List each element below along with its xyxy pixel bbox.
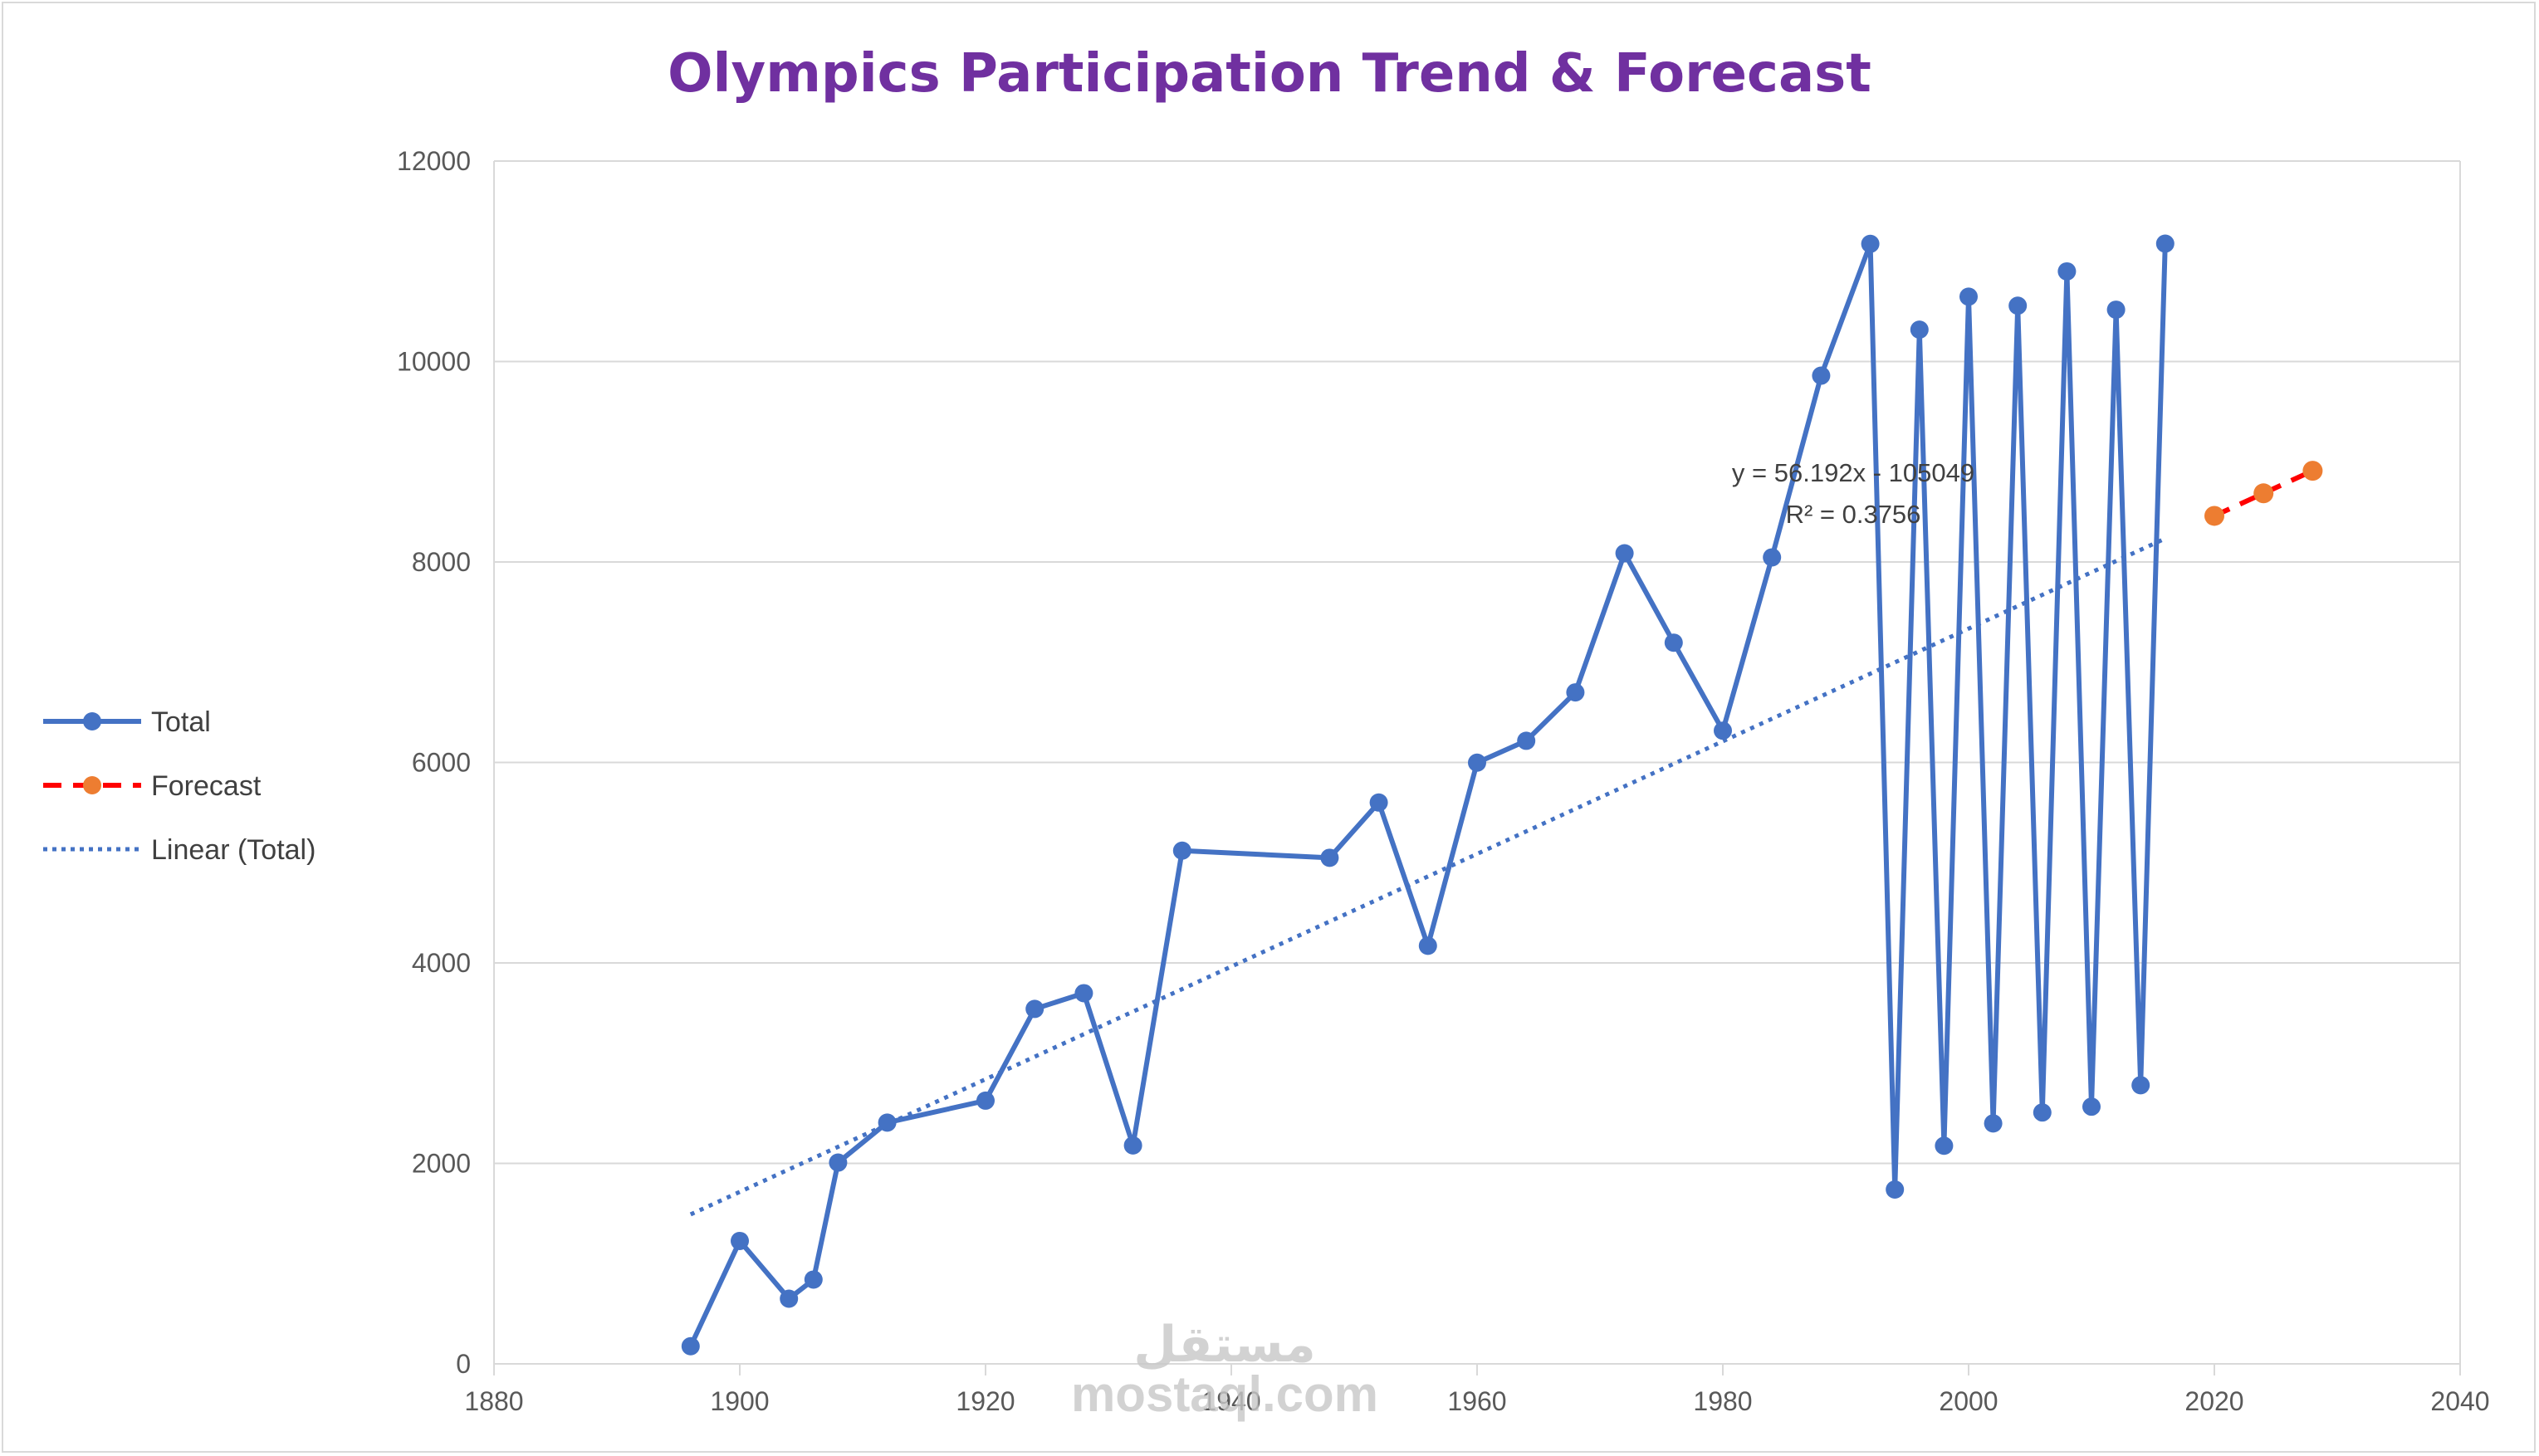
chart-title: Olympics Participation Trend & Forecast — [668, 43, 1871, 105]
data-point-total[interactable] — [1418, 936, 1437, 955]
y-tick-label: 10000 — [397, 347, 471, 377]
data-point-total[interactable] — [1123, 1136, 1142, 1155]
data-point-total[interactable] — [2082, 1097, 2101, 1116]
data-point-total[interactable] — [1468, 753, 1486, 772]
y-tick-label: 12000 — [397, 146, 471, 176]
trend-r2-label: R² = 0.3756 — [1786, 500, 1921, 529]
data-point-total[interactable] — [1984, 1114, 2003, 1133]
y-tick-label: 0 — [456, 1349, 471, 1379]
data-point-total[interactable] — [1074, 984, 1093, 1003]
x-tick-label: 1980 — [1693, 1386, 1752, 1416]
data-point-total[interactable] — [2106, 300, 2126, 320]
legend-total-marker — [83, 712, 101, 730]
data-point-total[interactable] — [829, 1153, 848, 1172]
trend-equation-label: y = 56.192x - 105049 — [1732, 458, 1974, 487]
trendline-layer — [689, 536, 2166, 1217]
data-point-total[interactable] — [780, 1289, 799, 1308]
data-point-total[interactable] — [1959, 287, 1978, 306]
data-point-forecast[interactable] — [2204, 506, 2224, 526]
data-point-total[interactable] — [1025, 999, 1044, 1019]
series-forecast-line — [2213, 468, 2314, 519]
y-tick-label: 6000 — [412, 748, 471, 778]
legend-linear-label: Linear (Total) — [151, 834, 316, 866]
data-point-total[interactable] — [1664, 633, 1683, 652]
data-point-total[interactable] — [1886, 1180, 1905, 1199]
x-tick-label: 1900 — [710, 1386, 769, 1416]
x-tick-label: 2040 — [2430, 1386, 2489, 1416]
legend-forecast-marker — [83, 776, 101, 794]
trendline-linear-total — [689, 536, 2166, 1217]
data-point-total[interactable] — [2008, 296, 2028, 315]
axes — [493, 161, 2461, 1375]
legend-forecast-label: Forecast — [151, 770, 262, 802]
data-point-total[interactable] — [1812, 366, 1831, 385]
data-point-total[interactable] — [1935, 1136, 1954, 1156]
data-point-total[interactable] — [2131, 1076, 2150, 1095]
x-tick-label: 1920 — [956, 1386, 1015, 1416]
watermark: مستقل mostaql.com — [1071, 1317, 1378, 1422]
series-total-line — [688, 241, 2168, 1348]
x-tick-label: 1880 — [464, 1386, 523, 1416]
data-point-total[interactable] — [681, 1336, 700, 1356]
data-point-total[interactable] — [2033, 1103, 2052, 1122]
y-tick-label: 4000 — [412, 948, 471, 978]
data-point-total[interactable] — [2057, 261, 2077, 281]
tick-labels: 0 2000 4000 6000 8000 10000 12000 1880 1900 1920 1… — [397, 146, 2490, 1416]
watermark-arabic: مستقل — [1133, 1317, 1315, 1372]
data-point-total[interactable] — [1861, 234, 1880, 253]
data-point-total[interactable] — [1517, 731, 1536, 750]
y-tick-label: 8000 — [412, 547, 471, 577]
y-tick-label: 2000 — [412, 1149, 471, 1179]
data-point-total[interactable] — [1615, 544, 1634, 563]
data-point-total[interactable] — [731, 1231, 749, 1250]
data-point-forecast[interactable] — [2302, 461, 2323, 481]
x-tick-label: 1940 — [1201, 1386, 1260, 1416]
watermark-latin: mostaql.com — [1071, 1366, 1378, 1422]
trendline-equation: y = 56.192x - 105049 R² = 0.3756 — [1732, 458, 1974, 529]
data-point-forecast[interactable] — [2253, 483, 2274, 504]
data-point-total[interactable] — [1910, 320, 1929, 340]
data-point-total[interactable] — [1172, 841, 1191, 860]
x-tick-label: 1960 — [1447, 1386, 1506, 1416]
data-point-total[interactable] — [2155, 234, 2175, 253]
legend-total-label: Total — [151, 706, 211, 738]
series-total — [681, 234, 2175, 1356]
data-point-total[interactable] — [804, 1270, 823, 1289]
x-tick-label: 2020 — [2184, 1386, 2243, 1416]
data-point-total[interactable] — [878, 1113, 897, 1132]
data-point-total[interactable] — [1763, 548, 1782, 567]
data-point-total[interactable] — [1566, 683, 1585, 702]
data-point-total[interactable] — [976, 1091, 995, 1110]
series-forecast — [2204, 461, 2323, 526]
data-point-total[interactable] — [1369, 793, 1388, 812]
legend: Total Forecast Linear (Total) — [43, 706, 316, 866]
data-point-total[interactable] — [1320, 848, 1339, 867]
data-point-total[interactable] — [1714, 721, 1732, 740]
x-tick-label: 2000 — [1939, 1386, 1998, 1416]
